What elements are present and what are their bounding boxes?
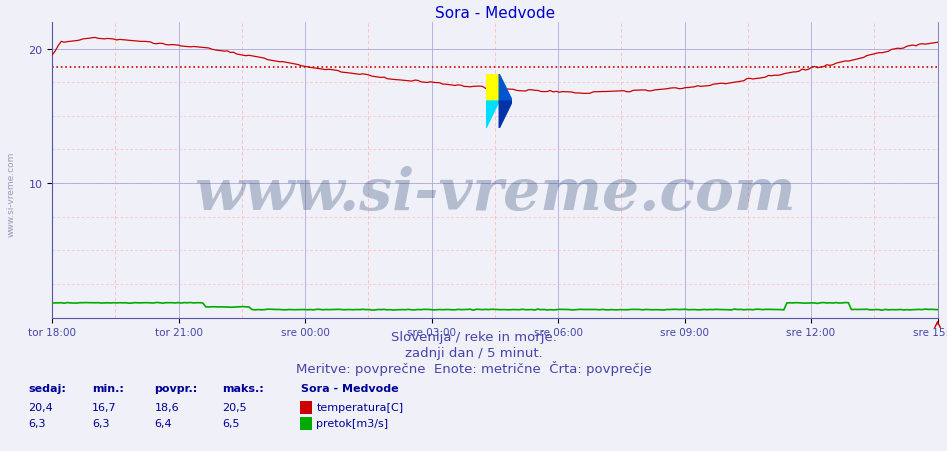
Text: 16,7: 16,7	[92, 402, 116, 412]
Text: 6,5: 6,5	[223, 418, 240, 428]
Title: Sora - Medvode: Sora - Medvode	[435, 6, 555, 21]
Text: 18,6: 18,6	[154, 402, 179, 412]
Text: sedaj:: sedaj:	[28, 383, 66, 393]
Text: 6,4: 6,4	[154, 418, 172, 428]
Text: povpr.:: povpr.:	[154, 383, 198, 393]
Text: 20,5: 20,5	[223, 402, 247, 412]
Polygon shape	[499, 102, 512, 129]
Text: 20,4: 20,4	[28, 402, 53, 412]
Text: min.:: min.:	[92, 383, 124, 393]
Text: 6,3: 6,3	[28, 418, 45, 428]
Text: maks.:: maks.:	[223, 383, 264, 393]
Polygon shape	[486, 75, 499, 102]
Text: www.si-vreme.com: www.si-vreme.com	[194, 166, 795, 222]
Text: 6,3: 6,3	[92, 418, 109, 428]
Text: pretok[m3/s]: pretok[m3/s]	[316, 418, 388, 428]
Text: temperatura[C]: temperatura[C]	[316, 402, 403, 412]
Text: zadnji dan / 5 minut.: zadnji dan / 5 minut.	[404, 346, 543, 359]
Polygon shape	[499, 75, 512, 102]
Text: www.si-vreme.com: www.si-vreme.com	[7, 152, 16, 236]
Polygon shape	[486, 102, 499, 129]
Text: Slovenija / reke in morje.: Slovenija / reke in morje.	[390, 331, 557, 344]
Text: Meritve: povprečne  Enote: metrične  Črta: povprečje: Meritve: povprečne Enote: metrične Črta:…	[295, 360, 652, 375]
Text: Sora - Medvode: Sora - Medvode	[301, 383, 399, 393]
